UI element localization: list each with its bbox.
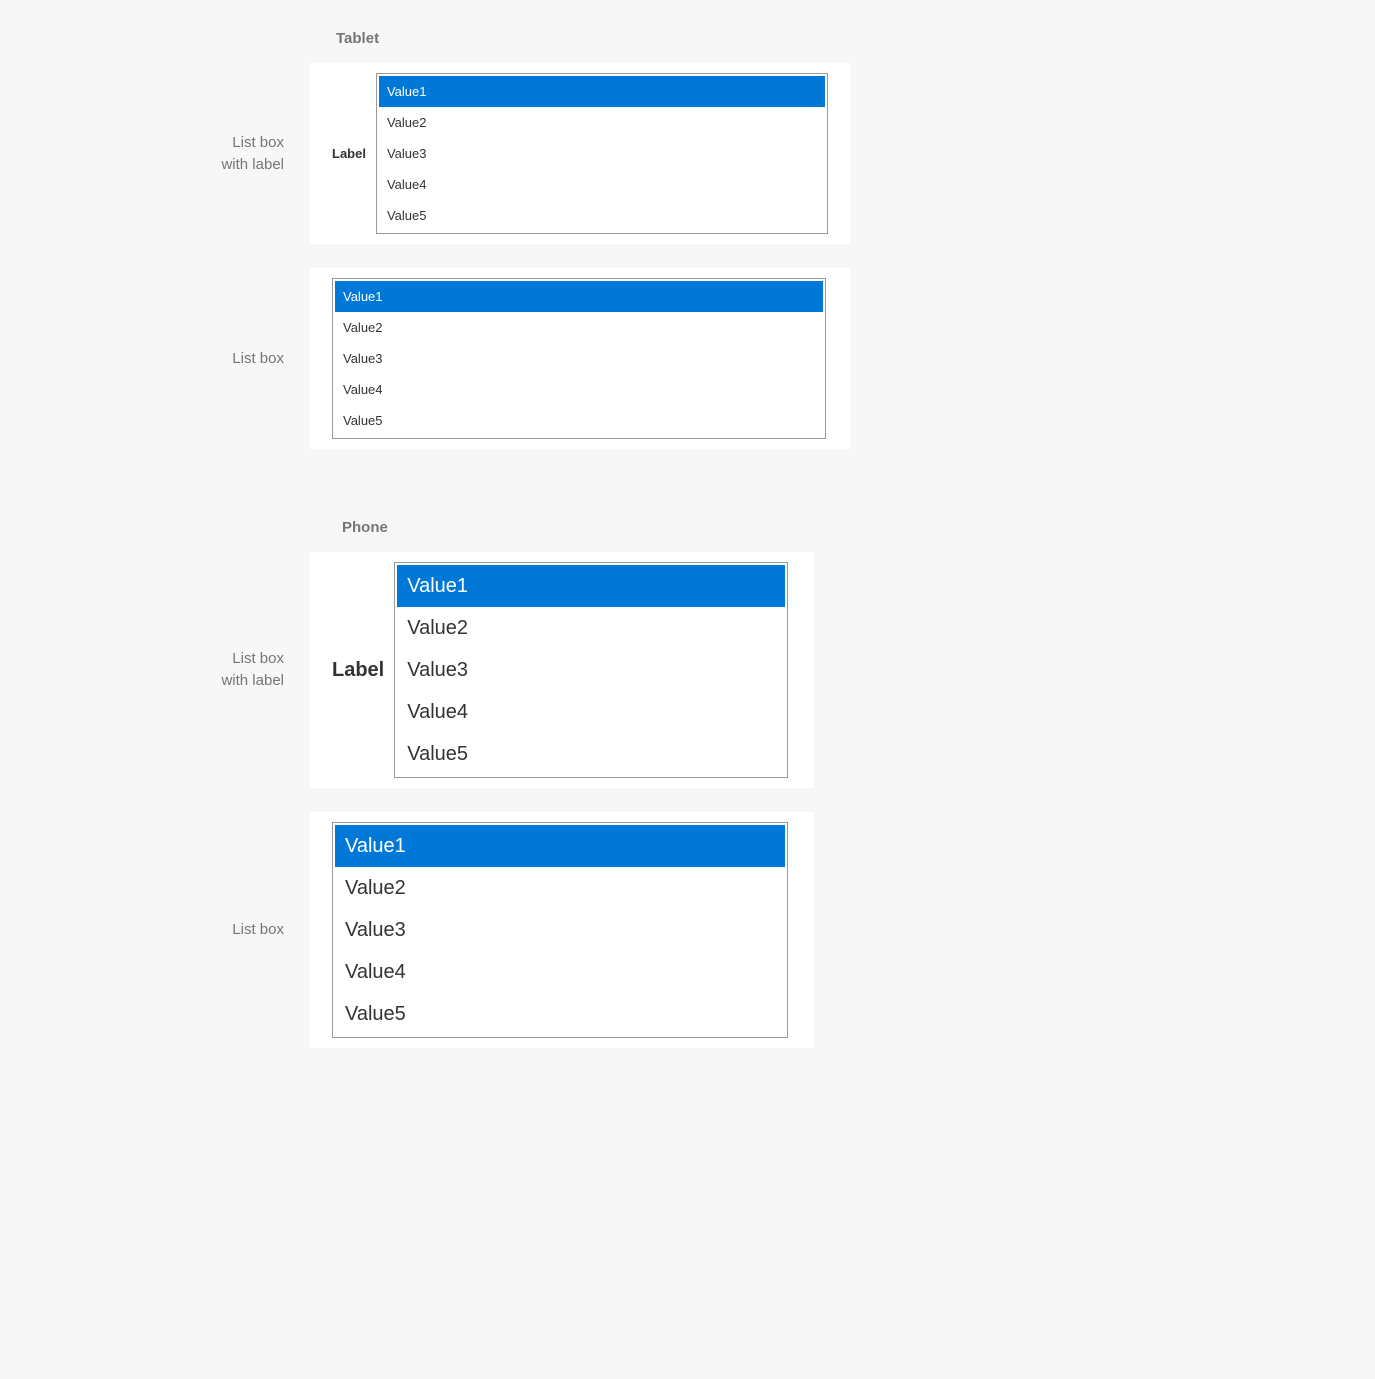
listbox-item[interactable]: Value2 <box>397 607 785 649</box>
caption-line: List box <box>232 350 284 367</box>
caption-listbox: List box <box>0 348 310 370</box>
listbox-item[interactable]: Value5 <box>335 993 785 1035</box>
listbox-item[interactable]: Value4 <box>335 374 823 405</box>
listbox-item[interactable]: Value1 <box>397 565 785 607</box>
caption-listbox-with-label: List box with label <box>0 132 310 176</box>
listbox-item[interactable]: Value1 <box>379 76 825 107</box>
phone-listbox-row: List box Value1 Value2 Value3 Value4 Val… <box>0 812 1375 1048</box>
listbox-item[interactable]: Value3 <box>335 909 785 951</box>
caption-line: List box <box>232 921 284 938</box>
example-card: Value1 Value2 Value3 Value4 Value5 <box>310 268 850 449</box>
phone-heading: Phone <box>342 519 388 536</box>
tablet-heading: Tablet <box>336 30 379 47</box>
listbox-item[interactable]: Value4 <box>379 169 825 200</box>
caption-line: List box <box>232 134 284 151</box>
phone-listbox-with-label-row: List box with label Label Value1 Value2 … <box>0 552 1375 788</box>
caption-listbox-with-label: List box with label <box>0 648 310 692</box>
listbox[interactable]: Value1 Value2 Value3 Value4 Value5 <box>394 562 788 778</box>
caption-line: List box <box>232 650 284 667</box>
listbox[interactable]: Value1 Value2 Value3 Value4 Value5 <box>332 822 788 1038</box>
listbox-item[interactable]: Value2 <box>379 107 825 138</box>
tablet-listbox-with-label-row: List box with label Label Value1 Value2 … <box>0 63 1375 244</box>
listbox-item[interactable]: Value4 <box>335 951 785 993</box>
control-label: Label <box>332 659 394 682</box>
listbox-item[interactable]: Value5 <box>335 405 823 436</box>
listbox-item[interactable]: Value5 <box>379 200 825 231</box>
listbox-item[interactable]: Value3 <box>379 138 825 169</box>
phone-section: Phone List box with label Label Value1 V… <box>0 519 1375 1048</box>
caption-line: with label <box>221 156 284 173</box>
listbox-item[interactable]: Value4 <box>397 691 785 733</box>
example-card: Label Value1 Value2 Value3 Value4 Value5 <box>310 552 814 788</box>
listbox-item[interactable]: Value2 <box>335 867 785 909</box>
listbox-item[interactable]: Value3 <box>397 649 785 691</box>
listbox[interactable]: Value1 Value2 Value3 Value4 Value5 <box>332 278 826 439</box>
example-card: Value1 Value2 Value3 Value4 Value5 <box>310 812 814 1048</box>
caption-listbox: List box <box>0 919 310 941</box>
listbox-item[interactable]: Value3 <box>335 343 823 374</box>
listbox[interactable]: Value1 Value2 Value3 Value4 Value5 <box>376 73 828 234</box>
listbox-item[interactable]: Value5 <box>397 733 785 775</box>
example-card: Label Value1 Value2 Value3 Value4 Value5 <box>310 63 850 244</box>
tablet-listbox-row: List box Value1 Value2 Value3 Value4 Val… <box>0 268 1375 449</box>
listbox-item[interactable]: Value1 <box>335 825 785 867</box>
control-label: Label <box>332 146 376 161</box>
listbox-item[interactable]: Value2 <box>335 312 823 343</box>
caption-line: with label <box>221 672 284 689</box>
tablet-section: Tablet List box with label Label Value1 … <box>0 30 1375 449</box>
listbox-item[interactable]: Value1 <box>335 281 823 312</box>
